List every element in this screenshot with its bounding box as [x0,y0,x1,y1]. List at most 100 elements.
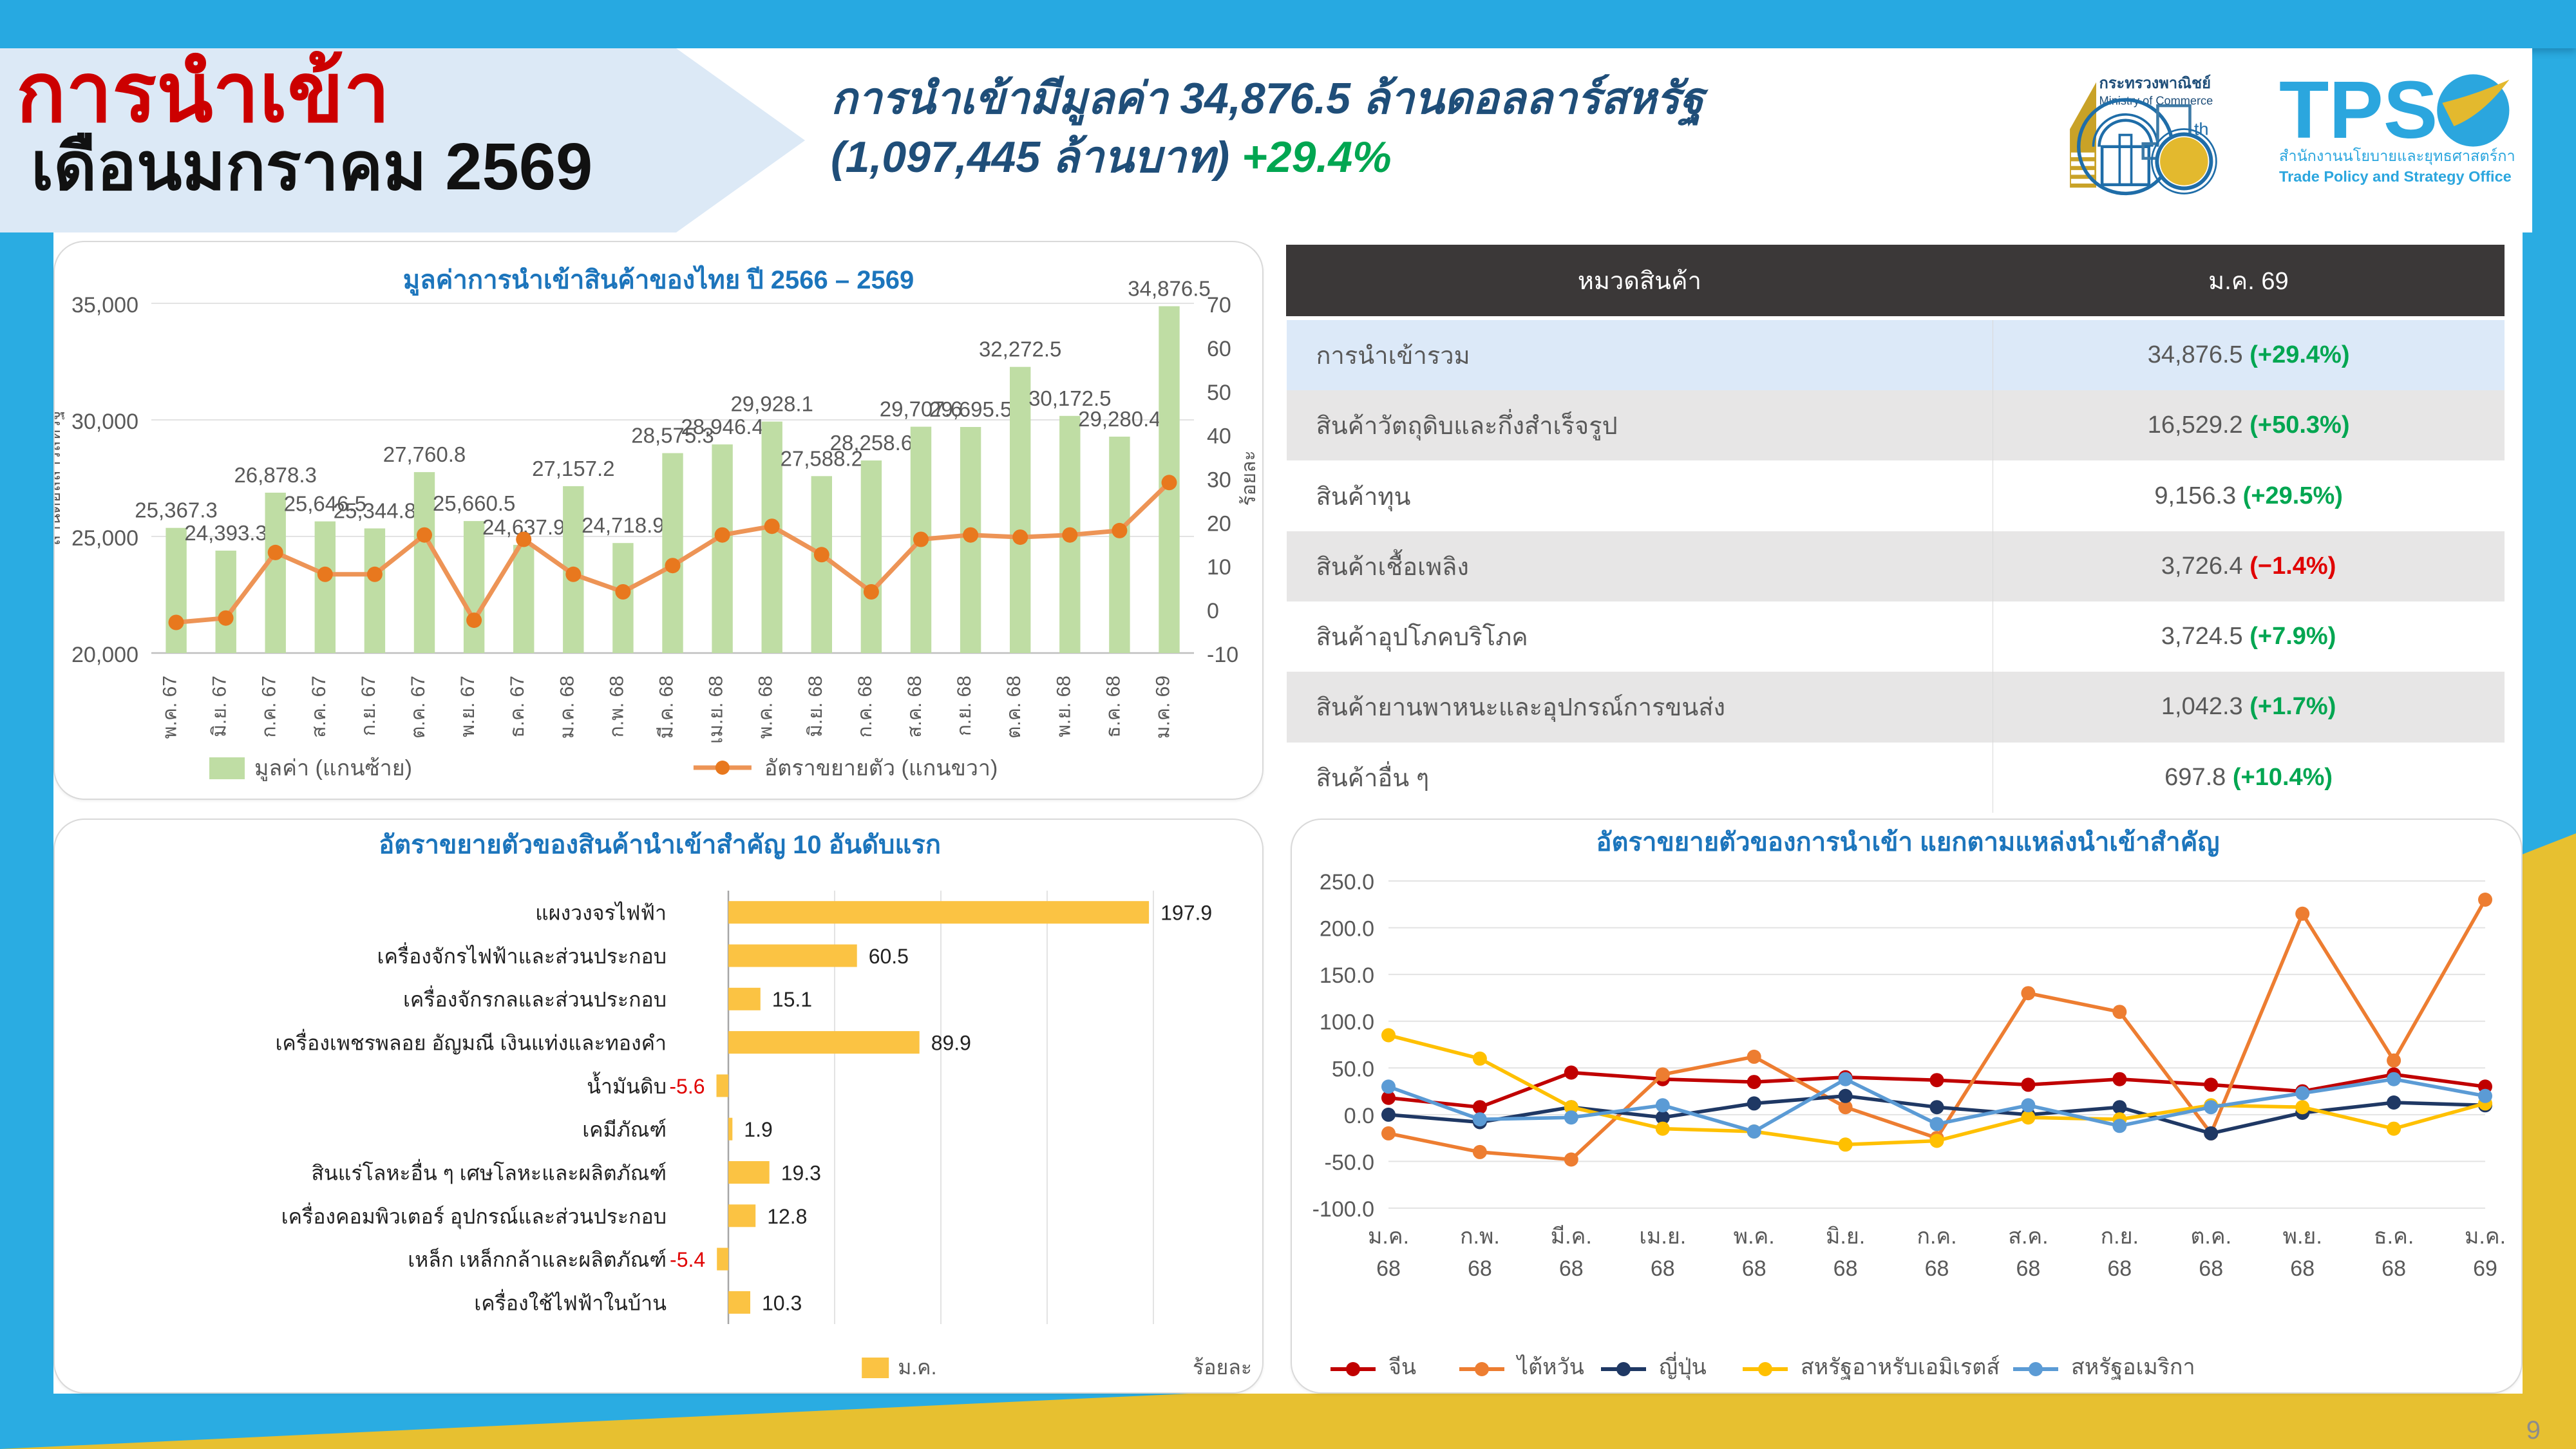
svg-text:68: 68 [2199,1256,2223,1281]
svg-text:15.1: 15.1 [772,988,812,1011]
svg-text:ธ.ค. 68: ธ.ค. 68 [1103,676,1124,738]
svg-text:27,760.8: 27,760.8 [383,442,466,466]
svg-text:ก.พ.: ก.พ. [1460,1224,1500,1249]
svg-text:TPS: TPS [2279,71,2438,155]
svg-text:พ.ค. 67: พ.ค. 67 [160,676,181,739]
svg-text:68: 68 [1742,1256,1766,1281]
svg-text:ส.ค. 67: ส.ค. 67 [308,676,330,738]
svg-text:ธ.ค.: ธ.ค. [2374,1224,2414,1249]
svg-text:25,367.3: 25,367.3 [135,498,217,522]
svg-text:สินแร่โลหะอื่น ๆ เศษโลหะและผลิ: สินแร่โลหะอื่น ๆ เศษโลหะและผลิตภัณฑ์ [311,1159,667,1185]
svg-text:40: 40 [1207,424,1231,449]
svg-text:25,660.5: 25,660.5 [433,491,515,515]
svg-text:ญี่ปุ่น: ญี่ปุ่น [1659,1352,1707,1380]
svg-text:อัตราขยายตัว (แกนขวา): อัตราขยายตัว (แกนขวา) [764,756,998,781]
svg-text:ต.ค. 68: ต.ค. 68 [1003,676,1025,739]
svg-text:197.9: 197.9 [1160,902,1212,925]
svg-text:100.0: 100.0 [1320,1010,1374,1035]
svg-text:แผงวงจรไฟฟ้า: แผงวงจรไฟฟ้า [535,902,667,925]
svg-text:ก.พ. 68: ก.พ. 68 [606,676,627,737]
svg-text:ก.ย. 68: ก.ย. 68 [954,676,975,736]
svg-text:150.0: 150.0 [1320,963,1374,988]
svg-text:ล้านดอลลาร์สหรัฐ: ล้านดอลลาร์สหรัฐ [55,410,64,545]
svg-text:12.8: 12.8 [767,1205,807,1228]
svg-text:50: 50 [1207,381,1231,405]
svg-text:-10: -10 [1207,643,1238,667]
svg-text:10: 10 [1207,555,1231,580]
svg-text:68: 68 [2290,1256,2315,1281]
svg-text:68: 68 [1468,1256,1492,1281]
svg-text:ต.ค.: ต.ค. [2190,1224,2231,1249]
svg-text:พ.ค.: พ.ค. [1734,1224,1775,1249]
svg-text:ไต้หวัน: ไต้หวัน [1515,1354,1584,1379]
svg-text:68: 68 [2107,1256,2132,1281]
svg-text:ต.ค. 67: ต.ค. 67 [408,676,429,739]
svg-text:24,393.3: 24,393.3 [184,521,267,545]
svg-text:28,258.6: 28,258.6 [830,431,913,455]
svg-text:เครื่องคอมพิวเตอร์ อุปกรณ์และส: เครื่องคอมพิวเตอร์ อุปกรณ์และส่วนประกอบ [281,1202,667,1229]
svg-text:ม.ค.: ม.ค. [1368,1224,1409,1249]
svg-text:68: 68 [2382,1256,2406,1281]
svg-text:พ.ย.: พ.ย. [2283,1224,2322,1249]
svg-text:1.9: 1.9 [744,1118,772,1141]
svg-text:34,876.5: 34,876.5 [1128,277,1210,301]
svg-text:เม.ย.: เม.ย. [1639,1224,1686,1249]
svg-text:35,000: 35,000 [71,293,138,317]
svg-text:ม.ค.: ม.ค. [2465,1224,2506,1249]
svg-text:ส.ค.: ส.ค. [2008,1224,2048,1249]
svg-text:มิ.ย. 67: มิ.ย. 67 [209,676,231,737]
svg-text:20: 20 [1207,511,1231,536]
svg-text:อัตราขยายตัวของสินค้านำเข้าสำค: อัตราขยายตัวของสินค้านำเข้าสำคัญ 10 อันด… [379,831,941,860]
svg-text:มี.ค.: มี.ค. [1551,1224,1592,1249]
svg-text:กระทรวงพาณิชย์: กระทรวงพาณิชย์ [2099,75,2211,92]
svg-text:24,718.9: 24,718.9 [582,513,664,537]
svg-text:68: 68 [2016,1256,2040,1281]
svg-text:32,272.5: 32,272.5 [979,337,1061,361]
svg-text:มูลค่า (แกนซ้าย): มูลค่า (แกนซ้าย) [254,756,412,781]
svg-text:50.0: 50.0 [1332,1057,1374,1081]
svg-text:69: 69 [2473,1256,2497,1281]
svg-text:28,946.4: 28,946.4 [681,415,763,439]
svg-text:ม.ค.: ม.ค. [898,1356,936,1379]
svg-text:เครื่องเพชรพลอย อัญมณี เงินแท่: เครื่องเพชรพลอย อัญมณี เงินแท่งและทองคำ [275,1029,667,1055]
svg-text:สหรัฐอเมริกา: สหรัฐอเมริกา [2071,1355,2195,1380]
svg-text:น้ำมันดิบ: น้ำมันดิบ [587,1072,667,1098]
svg-text:29,280.4: 29,280.4 [1078,407,1160,431]
svg-text:ก.ย. 67: ก.ย. 67 [358,676,379,736]
svg-text:68: 68 [1559,1256,1584,1281]
svg-text:ธ.ค. 67: ธ.ค. 67 [507,676,528,738]
svg-text:มิ.ย. 68: มิ.ย. 68 [805,676,826,737]
svg-text:ส.ค. 68: ส.ค. 68 [904,676,925,738]
svg-text:อัตราขยายตัวของการนำเข้า แยกตา: อัตราขยายตัวของการนำเข้า แยกตามแหล่งนำเข… [1596,828,2220,857]
svg-text:จีน: จีน [1388,1355,1416,1379]
svg-text:0: 0 [1207,599,1219,623]
svg-text:30,000: 30,000 [71,410,138,434]
svg-text:68: 68 [1651,1256,1675,1281]
svg-text:เครื่องจักรกลและส่วนประกอบ: เครื่องจักรกลและส่วนประกอบ [403,985,667,1011]
svg-text:-100.0: -100.0 [1312,1197,1374,1222]
svg-text:พ.ย. 67: พ.ย. 67 [457,676,478,737]
svg-text:สหรัฐอาหรับเอมิเรตส์: สหรัฐอาหรับเอมิเรตส์ [1801,1355,2000,1380]
svg-text:มี.ค. 68: มี.ค. 68 [656,676,677,739]
svg-text:เคมีภัณฑ์: เคมีภัณฑ์ [582,1118,667,1141]
svg-text:10.3: 10.3 [762,1291,802,1314]
svg-text:-5.6: -5.6 [669,1075,705,1098]
svg-text:19.3: 19.3 [781,1162,821,1185]
svg-text:25,344.8: 25,344.8 [334,499,416,523]
svg-text:68: 68 [1925,1256,1949,1281]
svg-text:89.9: 89.9 [931,1032,971,1055]
svg-text:ร้อยละ: ร้อยละ [1193,1356,1252,1379]
svg-text:เม.ย. 68: เม.ย. 68 [706,676,727,744]
svg-text:200.0: 200.0 [1320,917,1374,942]
svg-text:มิ.ย.: มิ.ย. [1826,1224,1865,1249]
svg-text:ม.ค. 68: ม.ค. 68 [556,676,578,739]
svg-text:68: 68 [1376,1256,1401,1281]
svg-text:พ.ค. 68: พ.ค. 68 [755,676,777,739]
svg-text:29,928.1: 29,928.1 [730,392,813,416]
svg-text:ม.ค. 69: ม.ค. 69 [1153,676,1174,739]
svg-text:25,000: 25,000 [71,526,138,551]
svg-text:พ.ย. 68: พ.ย. 68 [1053,676,1074,737]
svg-text:ร้อยละ: ร้อยละ [1238,450,1260,506]
svg-text:0.0: 0.0 [1344,1104,1374,1128]
svg-text:ก.ค.: ก.ค. [1917,1224,1956,1249]
